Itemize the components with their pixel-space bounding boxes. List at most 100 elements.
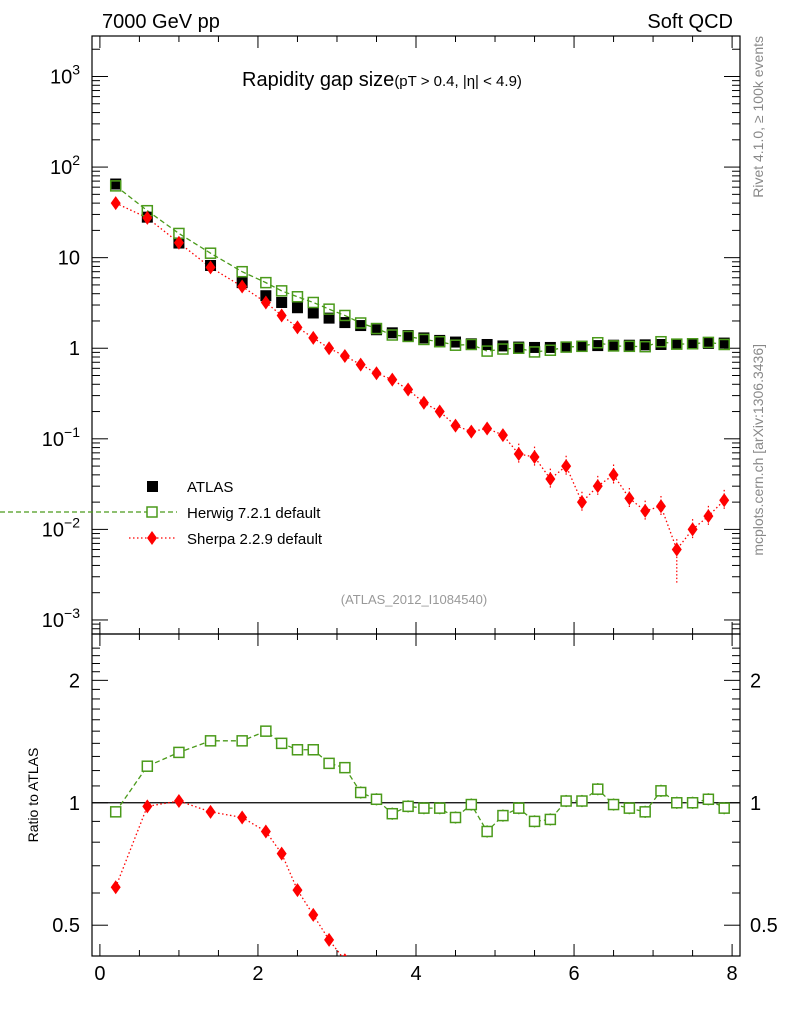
herwig-point <box>465 338 478 351</box>
ratio-panel-frame <box>91 633 741 957</box>
herwig-ratio-point <box>291 744 304 756</box>
legend-atlas-marker <box>147 481 158 492</box>
herwig-point <box>671 338 683 350</box>
herwig-ratio-point <box>639 806 651 818</box>
y-tick-label: 10 <box>58 248 80 270</box>
herwig-ratio-point <box>576 795 588 807</box>
herwig-point <box>512 342 525 354</box>
herwig-ratio-point <box>592 783 604 795</box>
y-tick-label: 10−1 <box>42 424 80 451</box>
atlas-point <box>544 341 556 353</box>
herwig-ratio-point <box>402 800 414 813</box>
sherpa-point <box>450 418 461 433</box>
y-tick-label: 10−2 <box>42 514 80 541</box>
herwig-point <box>275 285 288 297</box>
herwig-ratio-point <box>497 809 509 822</box>
sherpa-ratio-point <box>342 953 347 956</box>
category-label: Soft QCD <box>647 11 733 33</box>
herwig-point <box>386 329 399 341</box>
rivet-label: Rivet 4.1.0, ≥ 100k events <box>750 36 766 198</box>
sherpa-ratio-group <box>110 794 347 956</box>
ratio-y-tick-label: 0.5 <box>52 915 80 937</box>
atlas-point <box>370 324 382 336</box>
sherpa-point <box>703 509 714 524</box>
herwig-ratio-point <box>671 797 683 809</box>
ratio-ylabel: Ratio to ATLAS <box>25 748 41 843</box>
herwig-point <box>370 322 383 335</box>
legend-herwig-label: Herwig 7.2.1 default <box>187 505 321 522</box>
atlas-point <box>465 338 477 350</box>
sherpa-point <box>355 357 366 372</box>
sherpa-point <box>371 366 382 381</box>
herwig-point <box>702 336 715 349</box>
atlas-point <box>450 336 462 348</box>
herwig-point <box>339 309 351 322</box>
sherpa-ratio-point <box>173 794 184 809</box>
atlas-point <box>639 339 651 351</box>
y-tick-exponent: −2 <box>64 514 80 530</box>
y-tick-base: 10 <box>42 610 64 632</box>
herwig-point <box>497 343 509 355</box>
atlas-point <box>307 307 319 319</box>
herwig-point <box>592 336 604 349</box>
sherpa-point <box>513 446 524 461</box>
legend-atlas-label: ATLAS <box>187 479 233 496</box>
atlas-point <box>110 178 122 190</box>
y-tick-exponent: −1 <box>64 424 80 440</box>
atlas-point <box>608 339 620 351</box>
sherpa-point <box>260 295 271 310</box>
herwig-ratio-point <box>465 798 478 811</box>
herwig-point <box>718 338 730 351</box>
sherpa-ratio-point <box>142 799 153 814</box>
sherpa-point <box>403 382 414 397</box>
sherpa-ratio-point <box>205 804 216 819</box>
x-tick-label: 4 <box>410 963 421 985</box>
atlas-point <box>687 338 699 350</box>
atlas-point <box>418 332 430 344</box>
data-series <box>109 178 730 956</box>
herwig-ratio-point <box>512 802 525 814</box>
herwig-ratio-point <box>528 815 541 828</box>
atlas-point <box>497 340 509 352</box>
herwig-ratio-point <box>275 737 288 750</box>
sherpa-point <box>482 421 493 436</box>
herwig-ratio-point <box>623 802 636 814</box>
herwig-point <box>623 340 636 353</box>
sherpa-point <box>608 467 619 482</box>
herwig-point <box>655 335 667 348</box>
ratio-y-tick-label: 1 <box>69 793 80 815</box>
sherpa-point <box>387 372 398 387</box>
legend: ATLAS Herwig 7.2.1 default Sherpa 2.2.9 … <box>0 479 323 548</box>
legend-sherpa-label: Sherpa 2.2.9 default <box>187 531 323 548</box>
sherpa-point <box>529 449 540 464</box>
atlas-point <box>481 338 493 350</box>
herwig-ratio-point <box>702 793 715 806</box>
herwig-point <box>433 335 446 348</box>
sherpa-ratio-line <box>115 800 343 956</box>
herwig-ratio-point <box>370 793 383 806</box>
y-tick-exponent: 3 <box>72 62 80 78</box>
y-tick-label: 10−3 <box>42 605 80 632</box>
sherpa-point <box>561 459 572 474</box>
herwig-ratio-point <box>173 746 185 759</box>
sherpa-point <box>576 495 587 510</box>
sherpa-point <box>292 320 303 335</box>
sherpa-point <box>339 349 350 364</box>
sherpa-point <box>434 404 445 419</box>
herwig-ratio-point <box>307 744 320 756</box>
sherpa-point <box>545 472 556 487</box>
plot-title-main: Rapidity gap size <box>242 69 394 91</box>
y-tick-label: 1 <box>69 338 80 360</box>
mcplots-label: mcplots.cern.ch [arXiv:1306.3436] <box>750 344 766 556</box>
sherpa-point <box>719 493 730 508</box>
legend-sherpa-marker <box>147 531 157 545</box>
herwig-ratio-point <box>354 786 367 799</box>
plot-title-cut: (pT > 0.4, |η| < 4.9) <box>394 73 522 90</box>
ratio-y-tick-label-right: 0.5 <box>750 915 778 937</box>
sherpa-ratio-point <box>324 932 335 947</box>
sherpa-point <box>324 341 335 356</box>
herwig-point <box>260 276 272 289</box>
herwig-point <box>291 291 304 303</box>
atlas-point <box>291 302 303 314</box>
